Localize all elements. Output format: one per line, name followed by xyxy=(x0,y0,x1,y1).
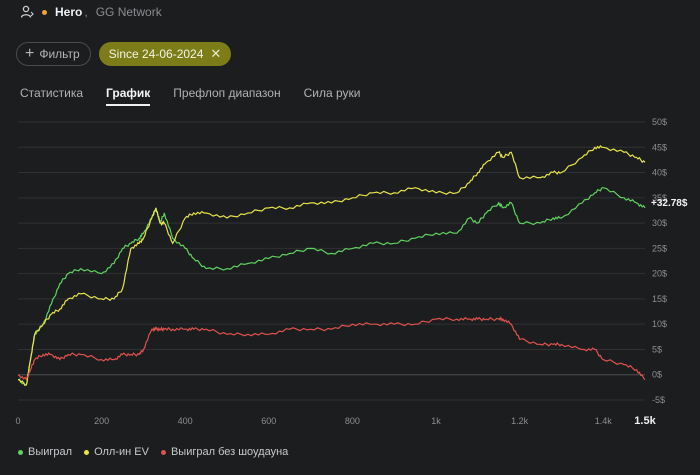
filter-label: Фильтр xyxy=(39,47,80,61)
tab-graph[interactable]: График xyxy=(106,86,151,106)
tab-preflop-range[interactable]: Префлоп диапазон xyxy=(173,86,281,100)
header-bar: Hero , GG Network xyxy=(20,2,162,22)
x-max-label: 1.5k xyxy=(634,415,656,427)
y-tick-label: 35$ xyxy=(652,193,667,203)
tab-bar: Статистика График Префлоп диапазон Сила … xyxy=(20,86,360,106)
x-tick-label: 600 xyxy=(261,416,276,426)
legend-item-won-no-showdown[interactable]: Выиграл без шоудауна xyxy=(160,446,289,458)
hero-name: Hero xyxy=(55,5,83,19)
plus-icon: + xyxy=(25,45,35,62)
x-tick-label: 1.2k xyxy=(511,416,529,426)
tab-hand-strength[interactable]: Сила руки xyxy=(303,86,361,100)
hero-status-dot-icon xyxy=(42,9,47,15)
y-tick-label: 45$ xyxy=(652,142,667,152)
legend-dot-won-no-showdown-icon xyxy=(160,449,166,455)
legend-item-won[interactable]: Выиграл xyxy=(18,446,72,458)
current-value-label: +32.78$ xyxy=(651,198,688,209)
y-tick-label: 10$ xyxy=(652,319,667,329)
x-tick-label: 1.4k xyxy=(595,416,613,426)
y-tick-label: 5$ xyxy=(652,344,662,354)
header-separator: , xyxy=(84,5,88,19)
date-filter-label: Since 24-06-2024 xyxy=(108,47,204,61)
add-filter-button[interactable]: + Фильтр xyxy=(16,42,91,66)
y-tick-label: -5$ xyxy=(652,395,665,405)
date-filter-chip[interactable]: Since 24-06-2024 ✕ xyxy=(98,42,232,66)
legend-label-won-no-showdown: Выиграл без шоудауна xyxy=(170,446,289,458)
x-tick-label: 0 xyxy=(15,416,20,426)
legend-label-won: Выиграл xyxy=(28,446,73,458)
y-tick-label: 30$ xyxy=(652,218,667,228)
tab-statistics[interactable]: Статистика xyxy=(20,86,84,100)
legend-label-allin-ev: Олл-ин EV xyxy=(94,446,149,458)
legend-dot-won-icon xyxy=(18,449,23,455)
y-tick-label: 0$ xyxy=(652,370,662,380)
x-tick-label: 800 xyxy=(345,416,360,426)
network-name: GG Network xyxy=(95,5,162,19)
profit-chart: 50$ 45$ 40$ 35$ 30$ 25$ 20$ 15$ 10$ 5$ 0$ -5$ 0 200 40… xyxy=(15,117,688,427)
series-allin-ev-line xyxy=(17,144,646,387)
legend-dot-allin-ev-icon xyxy=(84,449,90,455)
series-won-no-showdown-line xyxy=(17,316,646,382)
close-icon[interactable]: ✕ xyxy=(210,46,222,61)
y-tick-label: 20$ xyxy=(652,269,667,279)
series-won-line xyxy=(17,187,646,386)
y-tick-label: 50$ xyxy=(652,117,667,127)
legend-item-allin-ev[interactable]: Олл-ин EV xyxy=(84,446,149,458)
x-tick-label: 200 xyxy=(94,416,109,426)
user-settings-icon[interactable] xyxy=(20,5,34,19)
x-tick-label: 400 xyxy=(178,416,193,426)
filter-bar: + Фильтр Since 24-06-2024 ✕ xyxy=(16,42,232,66)
x-tick-label: 1k xyxy=(431,416,441,426)
y-tick-label: 15$ xyxy=(652,294,667,304)
y-tick-label: 40$ xyxy=(652,168,667,178)
chart-legend: Выиграл Олл-ин EV Выиграл без шоудауна xyxy=(18,446,288,458)
y-tick-label: 25$ xyxy=(652,243,667,253)
